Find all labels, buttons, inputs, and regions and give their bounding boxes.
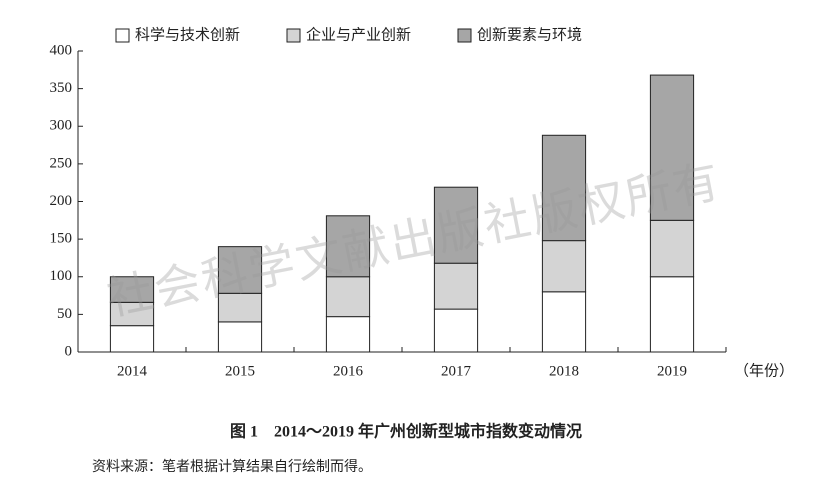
legend-swatch — [115, 28, 130, 43]
y-tick-label: 100 — [50, 268, 73, 284]
legend-label: 创新要素与环境 — [477, 25, 582, 43]
y-tick-label: 200 — [50, 193, 73, 209]
bar-segment — [109, 276, 155, 303]
caption: 图 1 2014～2019 年广州创新型城市指数变动情况 — [230, 422, 582, 441]
y-tick-label: 250 — [50, 155, 73, 171]
x-axis-label: （年份） — [734, 362, 794, 379]
bar-segment — [649, 276, 695, 353]
legend-label: 科学与技术创新 — [135, 26, 240, 43]
y-tick-label: 300 — [50, 118, 73, 134]
y-tick-label: 350 — [50, 80, 73, 96]
x-tick-label: 2014 — [117, 363, 148, 379]
x-tick-label: 2015 — [225, 363, 255, 379]
y-tick-label: 400 — [50, 42, 73, 58]
x-tick-label: 2019 — [657, 363, 687, 379]
legend-label: 企业与产业创新 — [306, 25, 411, 43]
bar-segment — [649, 219, 695, 278]
bar-segment — [541, 134, 587, 242]
source-note: 资料来源：笔者根据计算结果自行绘制而得。 — [92, 458, 372, 475]
legend-swatch — [457, 28, 472, 43]
bar-segment — [541, 291, 587, 353]
x-tick-label: 2017 — [441, 363, 472, 379]
bar-segment — [433, 262, 479, 310]
y-tick-label: 50 — [57, 306, 72, 322]
bar-segment — [649, 74, 695, 221]
bar-segment — [433, 308, 479, 353]
watermark: 社会科学文献出版社版权所有 — [103, 156, 725, 325]
bar-segment — [325, 276, 371, 318]
bar-segment — [325, 215, 371, 278]
y-tick-label: 0 — [65, 343, 73, 359]
bar-segment — [217, 321, 263, 353]
bar-segment — [217, 292, 263, 323]
bar-segment — [217, 246, 263, 294]
legend-swatch — [286, 28, 301, 43]
bar-segment — [541, 240, 587, 293]
bar-segment — [433, 186, 479, 264]
y-tick-label: 150 — [50, 231, 73, 247]
x-tick-label: 2018 — [549, 363, 579, 379]
bar-segment — [325, 316, 371, 353]
bar-segment — [109, 325, 155, 353]
x-tick-label: 2016 — [333, 363, 364, 379]
